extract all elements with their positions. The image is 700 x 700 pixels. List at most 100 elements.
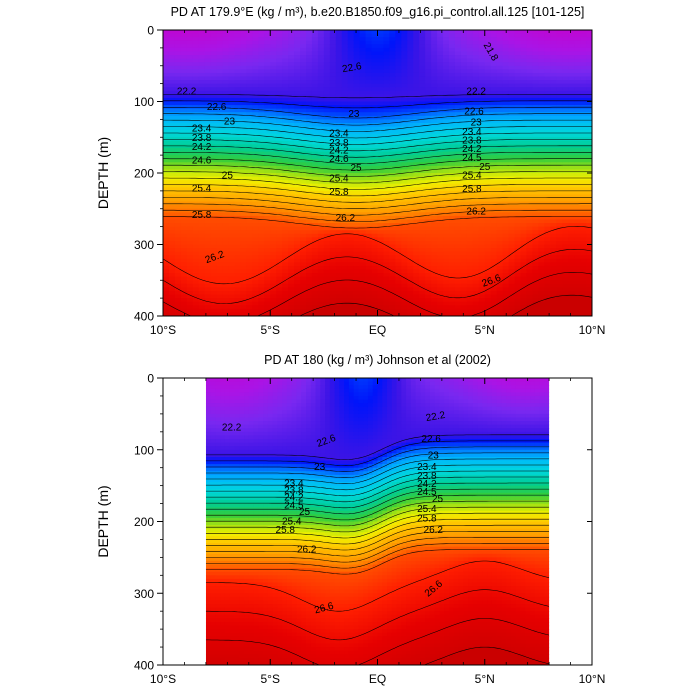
density-cell (222, 230, 230, 235)
density-cell (180, 301, 188, 306)
density-cell (472, 30, 480, 35)
density-cell (353, 294, 361, 299)
density-cell (270, 301, 277, 306)
density-cell (252, 244, 259, 249)
density-cell (311, 58, 319, 63)
density-cell (383, 226, 391, 231)
density-cell (454, 208, 462, 213)
density-cell (246, 162, 253, 167)
density-cell (347, 198, 355, 203)
density-cell (490, 190, 498, 196)
density-cell (496, 58, 504, 63)
density-cell (395, 240, 402, 246)
density-cell (443, 226, 450, 231)
density-cell (234, 190, 242, 196)
density-cell (288, 301, 295, 306)
density-cell (329, 122, 337, 128)
density-cell (258, 265, 265, 271)
density-cell (419, 112, 426, 117)
density-cell (437, 122, 444, 128)
density-cell (413, 105, 420, 110)
density-cell (532, 76, 539, 81)
density-cell (306, 173, 313, 178)
density-cell (520, 126, 528, 131)
density-cell (258, 169, 265, 174)
density-cell (306, 151, 313, 156)
density-cell (520, 140, 528, 145)
density-cell (311, 119, 319, 124)
density-cell (443, 133, 450, 138)
density-cell (389, 87, 396, 92)
density-cell (383, 198, 391, 203)
density-cell (401, 147, 408, 153)
density-cell (341, 176, 349, 181)
density-cell (228, 233, 236, 238)
density-cell (210, 162, 218, 167)
density-cell (192, 62, 200, 67)
density-cell (222, 97, 230, 103)
density-cell (341, 147, 349, 153)
density-cell (526, 251, 534, 256)
density-cell (198, 180, 206, 185)
density-cell (311, 90, 319, 95)
density-cell (401, 262, 408, 267)
density-cell (180, 183, 188, 188)
density-cell (520, 283, 528, 288)
density-cell (329, 69, 337, 74)
density-cell (508, 233, 516, 238)
density-cell (401, 162, 408, 167)
density-cell (407, 233, 414, 238)
density-cell (472, 248, 480, 253)
density-cell (401, 301, 408, 306)
density-cell (282, 290, 289, 296)
density-cell (401, 273, 408, 278)
density-cell (186, 208, 194, 213)
density-cell (341, 83, 349, 88)
density-cell (311, 244, 319, 249)
density-cell (252, 273, 259, 278)
density-cell (306, 80, 313, 85)
density-cell (288, 183, 295, 188)
density-cell (383, 87, 391, 92)
density-cell (311, 165, 319, 171)
density-cell (484, 105, 492, 110)
density-cell (300, 80, 307, 85)
density-cell (466, 287, 474, 292)
density-cell (288, 130, 295, 135)
density-cell (246, 119, 253, 124)
density-cell (276, 47, 283, 53)
density-cell (216, 155, 224, 160)
density-cell (282, 83, 289, 88)
density-cell (335, 33, 343, 38)
density-cell (449, 55, 456, 60)
density-cell (300, 212, 307, 217)
density-cell (365, 55, 373, 60)
density-cell (407, 33, 414, 38)
density-cell (443, 301, 450, 306)
density-cell (240, 65, 248, 70)
density-cell (466, 33, 474, 38)
density-cell (306, 112, 313, 117)
density-cell (443, 176, 450, 181)
density-cell (425, 301, 432, 306)
density-cell (371, 40, 379, 45)
density-cell (180, 112, 188, 117)
density-cell (335, 108, 343, 113)
density-cell (192, 94, 200, 99)
density-cell (329, 265, 337, 271)
density-cell (341, 62, 349, 67)
density-cell (192, 155, 200, 160)
density-cell (163, 126, 170, 131)
density-cell (210, 276, 218, 281)
density-cell (508, 212, 516, 217)
density-cell (365, 65, 373, 70)
density-cell (490, 30, 498, 35)
density-cell (490, 108, 498, 113)
density-cell (454, 155, 462, 160)
density-cell (300, 55, 307, 60)
density-cell (466, 105, 474, 110)
density-cell (216, 240, 224, 246)
density-cell (323, 83, 331, 88)
density-cell (395, 65, 402, 70)
density-cell (341, 205, 349, 210)
